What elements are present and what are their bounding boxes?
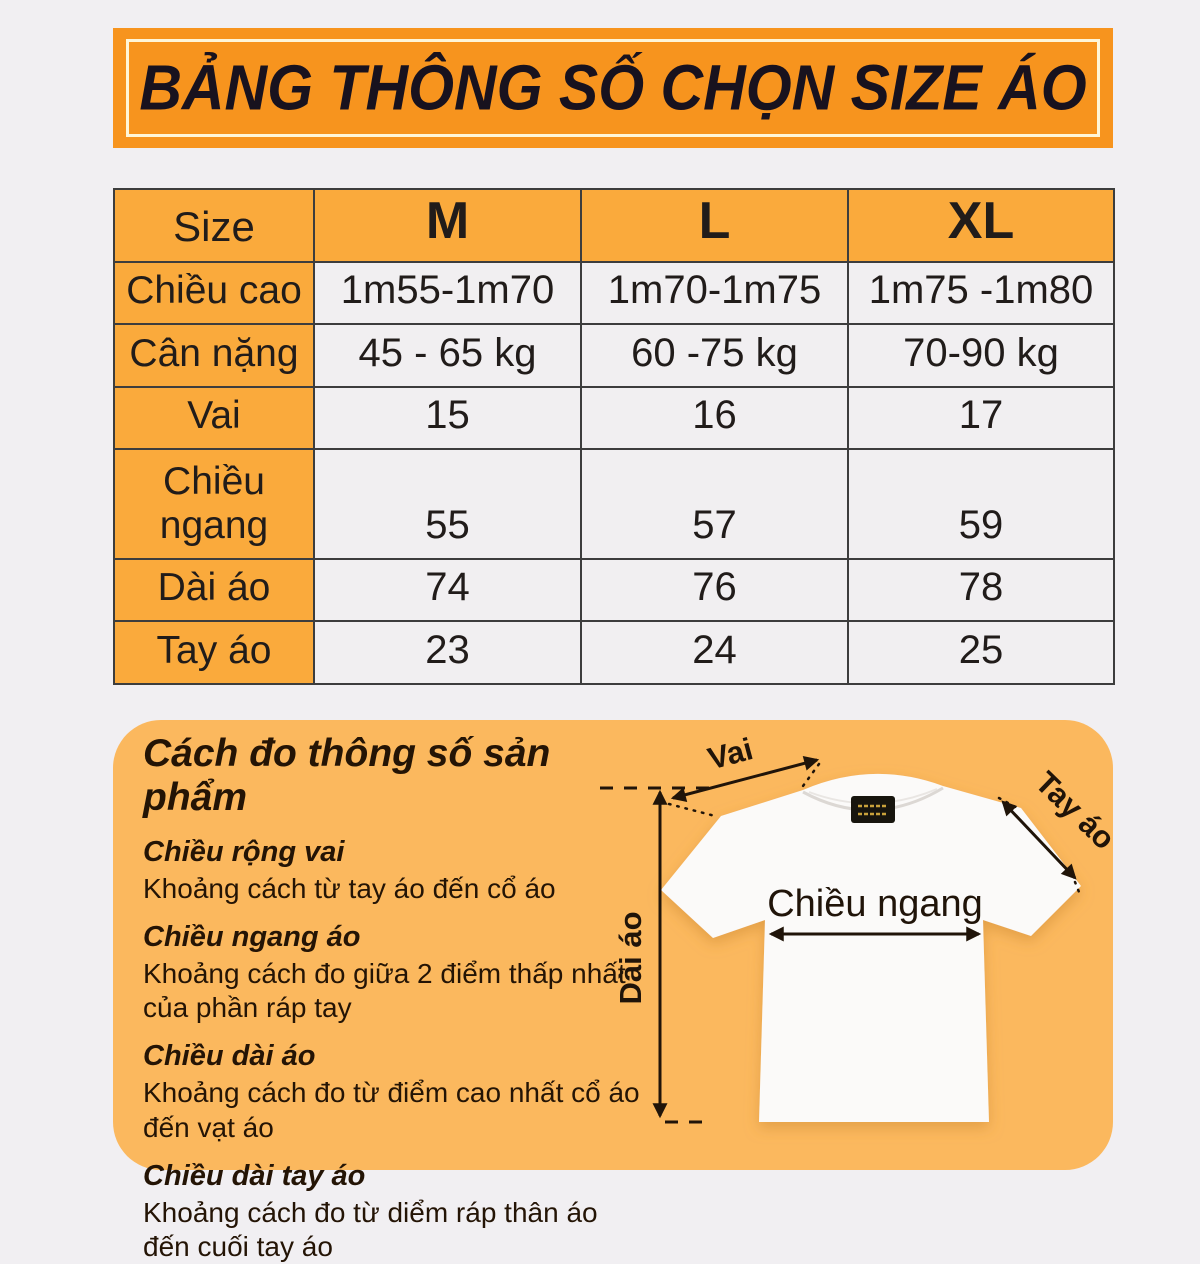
guide-heading: Chiều rộng vai xyxy=(143,836,345,868)
guide-description: Khoảng cách đo từ điểm cao nhất cổ áo đế… xyxy=(143,1077,640,1143)
table-cell: 70-90 kg xyxy=(847,323,1115,388)
row-label: Vai xyxy=(113,385,315,451)
table-cell: 60 -75 kg xyxy=(580,323,849,388)
title-banner-frame: BẢNG THÔNG SỐ CHỌN SIZE ÁO xyxy=(126,39,1100,137)
table-row-height: Chiều cao 1m55-1m70 1m70-1m75 1m75 -1m80 xyxy=(113,260,1115,326)
table-header-row: Size M L XL xyxy=(113,188,1115,263)
table-cell: 59 xyxy=(847,448,1115,561)
sleeve-dimension: Tay áo xyxy=(997,765,1113,894)
table-cell: 76 xyxy=(580,558,849,623)
guide-section-sleeve-length: Chiều dài tay áo Khoảng cách đo từ diểm … xyxy=(143,1160,643,1264)
table-row-sleeve: Tay áo 23 24 25 xyxy=(113,620,1115,685)
guide-section-chest-width: Chiều ngang áo Khoảng cách đo giữa 2 điể… xyxy=(143,921,643,1025)
collar-tag-gold-text xyxy=(858,804,888,816)
guide-description: Khoảng cách từ tay áo đến cổ áo xyxy=(143,873,556,904)
column-header-xl: XL xyxy=(847,188,1115,263)
guide-section-shoulder-width: Chiều rộng vai Khoảng cách từ tay áo đến… xyxy=(143,836,643,906)
table-cell: 55 xyxy=(313,448,582,561)
row-label: Chiều cao xyxy=(113,260,315,326)
table-cell: 24 xyxy=(580,620,849,685)
table-cell: 1m70-1m75 xyxy=(580,260,849,326)
row-label: Cân nặng xyxy=(113,323,315,388)
table-row-width: Chiều ngang 55 57 59 xyxy=(113,448,1115,561)
title-banner: BẢNG THÔNG SỐ CHỌN SIZE ÁO xyxy=(113,28,1113,148)
table-cell: 78 xyxy=(847,558,1115,623)
guide-description: Khoảng cách đo giữa 2 điểm thấp nhất của… xyxy=(143,958,626,1024)
shoulder-dimension: Vai xyxy=(667,731,821,818)
shoulder-label: Vai xyxy=(704,731,756,776)
table-cell: 25 xyxy=(847,620,1115,685)
column-header-size: Size xyxy=(113,188,315,263)
table-cell: 1m55-1m70 xyxy=(313,260,582,326)
table-cell: 45 - 65 kg xyxy=(313,323,582,388)
row-label: Tay áo xyxy=(113,620,315,685)
tshirt-collar-band xyxy=(808,788,938,805)
table-row-shoulder: Vai 15 16 17 xyxy=(113,385,1115,451)
table-cell: 16 xyxy=(580,385,849,451)
guide-heading: Chiều dài áo xyxy=(143,1040,316,1073)
guide-heading: Chiều ngang áo xyxy=(143,921,361,954)
poster-title: BẢNG THÔNG SỐ CHỌN SIZE ÁO xyxy=(139,52,1087,124)
guide-description: Khoảng cách đo từ diểm ráp thân áo đến c… xyxy=(143,1196,598,1262)
size-table: Size M L XL Chiều cao 1m55-1m70 1m70-1m7… xyxy=(113,188,1115,685)
tshirt-body xyxy=(661,773,1081,1122)
table-cell: 15 xyxy=(313,385,582,451)
table-row-length: Dài áo 74 76 78 xyxy=(113,558,1115,623)
measure-guide-text: Cách đo thông số sản phẩm Chiều rộng vai… xyxy=(143,732,643,1264)
column-header-l: L xyxy=(580,188,849,263)
tshirt-neckline xyxy=(802,786,944,812)
column-header-m: M xyxy=(313,188,582,263)
table-row-weight: Cân nặng 45 - 65 kg 60 -75 kg 70-90 kg xyxy=(113,323,1115,388)
guide-title: Cách đo thông số sản phẩm xyxy=(143,732,551,819)
guide-section-shirt-length: Chiều dài áo Khoảng cách đo từ điểm cao … xyxy=(143,1040,643,1144)
collar-tag xyxy=(851,796,895,823)
table-cell: 23 xyxy=(313,620,582,685)
measure-guide-panel: Cách đo thông số sản phẩm Chiều rộng vai… xyxy=(113,720,1113,1262)
row-label: Dài áo xyxy=(113,558,315,623)
table-cell: 74 xyxy=(313,558,582,623)
size-chart-poster: BẢNG THÔNG SỐ CHỌN SIZE ÁO Size M L XL C… xyxy=(113,28,1115,1262)
table-cell: 1m75 -1m80 xyxy=(847,260,1115,326)
table-cell: 17 xyxy=(847,385,1115,451)
guide-heading: Chiều dài tay áo xyxy=(143,1159,366,1192)
tshirt-illustration xyxy=(661,773,1081,1122)
sleeve-label: Tay áo xyxy=(1029,765,1113,857)
table-cell: 57 xyxy=(580,448,849,561)
width-dimension: Chiều ngang xyxy=(767,883,983,942)
row-label: Chiều ngang xyxy=(113,448,315,561)
width-label: Chiều ngang xyxy=(767,883,983,925)
